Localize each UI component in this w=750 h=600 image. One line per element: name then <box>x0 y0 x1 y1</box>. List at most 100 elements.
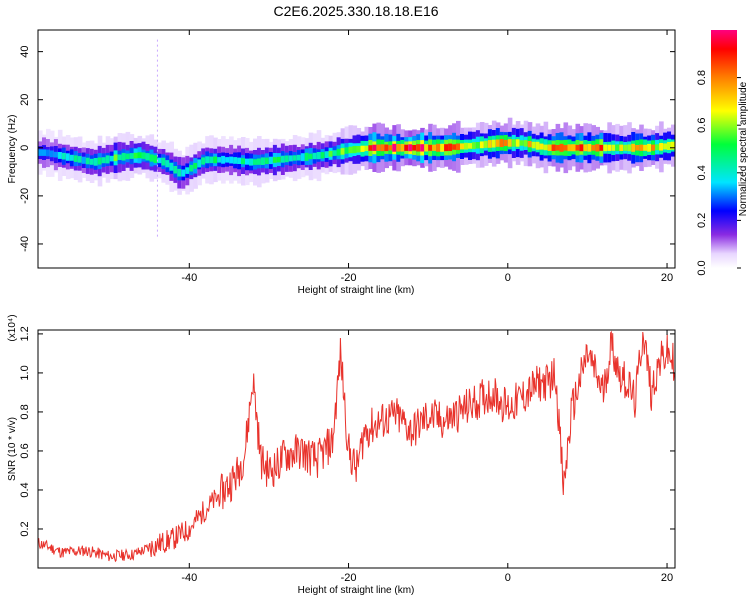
spectrogram-cell-3 <box>296 154 302 161</box>
spectrogram-cell-3 <box>515 139 521 147</box>
spectrogram-cell-3 <box>249 158 254 166</box>
spectrogram-cell-3 <box>280 155 286 163</box>
colorbar-gradient <box>711 30 737 268</box>
spectrogram-cell-3 <box>603 144 608 152</box>
spectrogram-cell-3 <box>73 155 79 162</box>
snr-ytick-label: 0.6 <box>19 443 31 458</box>
spectrogram-cell-3 <box>264 157 270 164</box>
spectrogram-cell-3 <box>157 157 162 164</box>
colorbar-tick-label: 0.8 <box>696 70 708 85</box>
spectrogram-cell-3 <box>531 141 537 149</box>
spectrogram-cell-3 <box>336 148 342 156</box>
spectrogram-cell-3 <box>324 151 330 158</box>
spectrogram-cell-3 <box>368 145 373 151</box>
spectrogram-cell-3 <box>456 143 461 151</box>
spectrogram-cell-3 <box>535 141 541 150</box>
spectrogram-cell-3 <box>57 152 63 159</box>
spectrogram-cell-3 <box>276 156 282 163</box>
spectrogram-cell-3 <box>495 139 501 147</box>
spectrogram-cell-3 <box>109 155 115 162</box>
snr-ylabel: SNR (10 * v/v) <box>7 417 18 481</box>
spectrogram-cell-3 <box>237 157 242 164</box>
spectrogram-cell-3 <box>53 151 59 158</box>
spectrogram-cell-3 <box>539 143 545 150</box>
spectrogram-cell-3 <box>284 155 290 163</box>
spectrogram-panel: -40 -20 0 20 -40 -20 0 20 40 Height of straight … <box>7 29 676 296</box>
spectrogram-cell-3 <box>519 140 525 146</box>
spectrogram-xtick-label: 0 <box>505 272 511 284</box>
spectrogram-cell-3 <box>229 156 234 164</box>
spectrogram-cell-3 <box>655 144 660 151</box>
spectrogram-cell-3 <box>547 144 553 151</box>
spectrogram-cell-3 <box>241 158 246 165</box>
spectrogram-cell-3 <box>253 159 258 165</box>
spectrogram-cell-3 <box>308 153 314 160</box>
spectrogram-cell-3 <box>97 157 103 165</box>
snr-ytick-label: 1.0 <box>19 365 31 380</box>
spectrogram-cell-3 <box>448 143 453 151</box>
spectrogram-cell-3 <box>89 158 95 165</box>
spectrogram-xtick-label: -40 <box>181 272 197 284</box>
spectrogram-cell-3 <box>372 144 377 151</box>
snr-xtick-label: -40 <box>181 572 197 584</box>
spectrogram-cell-3 <box>428 144 433 151</box>
spectrogram-cell-3 <box>69 154 75 161</box>
spectrogram-cell-3 <box>46 149 51 157</box>
spectrogram-cell-3 <box>149 154 155 162</box>
spectrogram-cell-3 <box>647 143 652 152</box>
snr-ytick-label: 1.2 <box>19 326 31 341</box>
spectrogram-xtick-label: -20 <box>341 272 357 284</box>
spectrogram-cell-3 <box>344 147 350 154</box>
spectrogram-cell-3 <box>213 156 218 164</box>
spectrogram-cell-3 <box>424 144 429 152</box>
spectrogram-cell-3 <box>312 152 318 160</box>
spectrogram-cell-3 <box>380 144 385 152</box>
snr-series-line <box>38 330 675 563</box>
snr-ytick-label: 0.8 <box>19 404 31 419</box>
spectrogram-cell-3 <box>364 145 370 152</box>
spectrogram-cell-3 <box>631 143 636 152</box>
spectrogram-cell-3 <box>384 144 389 152</box>
spectrogram-cell-3 <box>141 152 147 159</box>
spectrogram-cell-3 <box>125 153 131 160</box>
spectrogram-cell-3 <box>503 139 509 146</box>
spectrogram-cell-3 <box>376 144 381 151</box>
spectrogram-cell-3 <box>555 145 561 151</box>
spectrogram-cell-3 <box>316 152 322 160</box>
spectrogram-cell-3 <box>328 150 334 157</box>
spectrogram-cell-3 <box>575 144 581 151</box>
spectrogram-cell-3 <box>571 144 577 152</box>
spectrogram-frame <box>37 29 676 269</box>
spectrogram-cell-3 <box>360 145 366 152</box>
spectrogram-cell-3 <box>587 144 592 152</box>
spectrogram-cell-3 <box>507 139 513 147</box>
spectrogram-cell-3 <box>615 144 620 152</box>
spectrogram-cell-3 <box>663 143 668 150</box>
spectrogram-cell-3 <box>659 143 664 151</box>
spectrogram-cell-3 <box>300 153 306 162</box>
snr-frame <box>37 329 676 569</box>
spectrogram-cell-3 <box>436 143 441 152</box>
snr-xtick-label: 20 <box>661 572 673 584</box>
spectrogram-cell-3 <box>468 143 473 149</box>
spectrogram-cell-3 <box>93 158 99 166</box>
spectrogram-xlabel: Height of straight line (km) <box>298 285 415 296</box>
spectrogram-cell-3 <box>121 152 127 161</box>
spectrogram-cell-3 <box>221 155 226 164</box>
colorbar-tick-label: 0.6 <box>696 118 708 133</box>
spectrogram-cell-3 <box>260 157 266 165</box>
snr-panel: -40 -20 0 20 0.2 0.4 0.6 0.8 1.0 1.2 Height of st… <box>7 314 676 596</box>
spectrogram-cell-3 <box>201 157 206 165</box>
snr-scale-note: (x10⁴) <box>7 314 18 341</box>
spectrogram-cell-3 <box>667 142 672 150</box>
spectrogram-cell-3 <box>420 144 425 152</box>
spectrogram-cell-3 <box>671 141 675 150</box>
spectrogram-cell-3 <box>161 157 166 166</box>
spectrogram-ylabel: Frequency (Hz) <box>7 115 18 184</box>
spectrogram-cell-3 <box>475 142 481 149</box>
spectrogram-cell-3 <box>225 157 230 163</box>
spectrogram-cell-3 <box>49 150 55 158</box>
spectrogram-cell-3 <box>412 145 417 151</box>
spectrogram-cell-3 <box>611 144 616 151</box>
